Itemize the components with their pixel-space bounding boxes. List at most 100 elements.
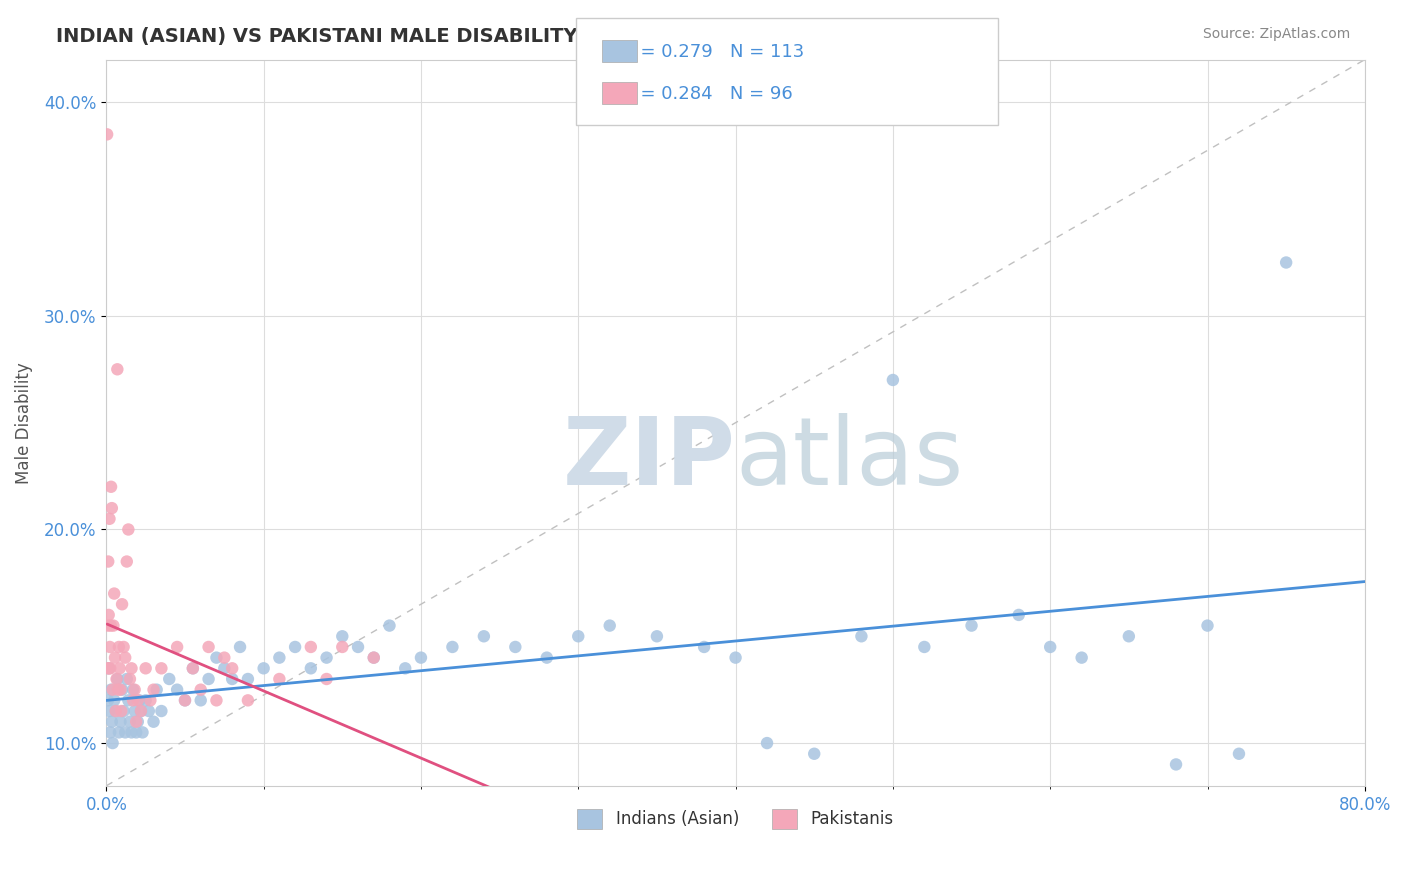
Point — [121, 661, 143, 675]
Point — [115, 672, 138, 686]
Point — [363, 650, 385, 665]
Point — [197, 640, 219, 654]
Point — [114, 650, 136, 665]
Point — [315, 672, 337, 686]
Point — [100, 618, 122, 632]
Point — [145, 682, 167, 697]
Point — [214, 650, 236, 665]
Point — [190, 693, 212, 707]
Point — [118, 714, 141, 729]
Point — [174, 693, 197, 707]
Point — [135, 693, 157, 707]
Point — [269, 650, 291, 665]
Point — [599, 618, 621, 632]
Point — [111, 682, 134, 697]
Point — [363, 650, 385, 665]
Point — [117, 523, 139, 537]
Point — [394, 661, 416, 675]
Point — [166, 682, 188, 697]
Point — [97, 661, 120, 675]
Point — [536, 650, 558, 665]
Point — [97, 555, 120, 569]
Point — [103, 693, 125, 707]
Point — [97, 661, 120, 675]
Point — [97, 693, 120, 707]
Point — [157, 672, 180, 686]
Point — [97, 618, 120, 632]
Point — [197, 672, 219, 686]
Point — [150, 704, 173, 718]
Point — [131, 725, 153, 739]
Point — [236, 693, 259, 707]
Point — [724, 650, 747, 665]
Point — [166, 640, 188, 654]
Point — [104, 704, 127, 718]
Point — [105, 672, 128, 686]
Point — [127, 714, 149, 729]
Point — [299, 640, 322, 654]
Point — [108, 725, 131, 739]
Point — [103, 586, 125, 600]
Y-axis label: Male Disability: Male Disability — [15, 362, 32, 483]
Point — [472, 629, 495, 643]
Text: R = 0.279   N = 113: R = 0.279 N = 113 — [605, 43, 804, 61]
Point — [98, 661, 121, 675]
Point — [101, 714, 124, 729]
Point — [103, 618, 125, 632]
Point — [269, 672, 291, 686]
Point — [98, 725, 121, 739]
Point — [118, 672, 141, 686]
Point — [117, 693, 139, 707]
Point — [330, 640, 353, 654]
Point — [1275, 255, 1298, 269]
Point — [221, 672, 243, 686]
Text: INDIAN (ASIAN) VS PAKISTANI MALE DISABILITY CORRELATION CHART: INDIAN (ASIAN) VS PAKISTANI MALE DISABIL… — [56, 27, 818, 45]
Point — [756, 736, 779, 750]
Point — [101, 736, 124, 750]
Point — [110, 714, 132, 729]
Point — [315, 650, 337, 665]
Point — [121, 725, 143, 739]
Point — [205, 650, 228, 665]
Point — [101, 682, 124, 697]
Point — [1008, 607, 1031, 622]
Point — [174, 693, 197, 707]
Point — [100, 480, 122, 494]
Point — [107, 682, 129, 697]
Point — [181, 661, 204, 675]
Point — [98, 704, 121, 718]
Point — [110, 704, 132, 718]
Point — [1118, 629, 1140, 643]
Point — [108, 661, 131, 675]
Point — [1039, 640, 1062, 654]
Point — [129, 704, 152, 718]
Point — [1070, 650, 1092, 665]
Point — [205, 693, 228, 707]
Point — [139, 693, 162, 707]
Point — [229, 640, 252, 654]
Point — [1227, 747, 1250, 761]
Point — [105, 672, 128, 686]
Point — [505, 640, 527, 654]
Point — [112, 704, 135, 718]
Point — [409, 650, 432, 665]
Point — [1164, 757, 1187, 772]
Point — [104, 704, 127, 718]
Point — [253, 875, 276, 889]
Point — [125, 725, 148, 739]
Point — [912, 640, 935, 654]
Point — [253, 661, 276, 675]
Point — [97, 607, 120, 622]
Point — [108, 640, 131, 654]
Point — [236, 672, 259, 686]
Point — [221, 661, 243, 675]
Point — [96, 128, 118, 142]
Point — [157, 832, 180, 847]
Point — [378, 618, 401, 632]
Point — [882, 373, 904, 387]
Point — [181, 661, 204, 675]
Point — [1197, 618, 1219, 632]
Point — [645, 629, 668, 643]
Point — [125, 714, 148, 729]
Point — [693, 640, 716, 654]
